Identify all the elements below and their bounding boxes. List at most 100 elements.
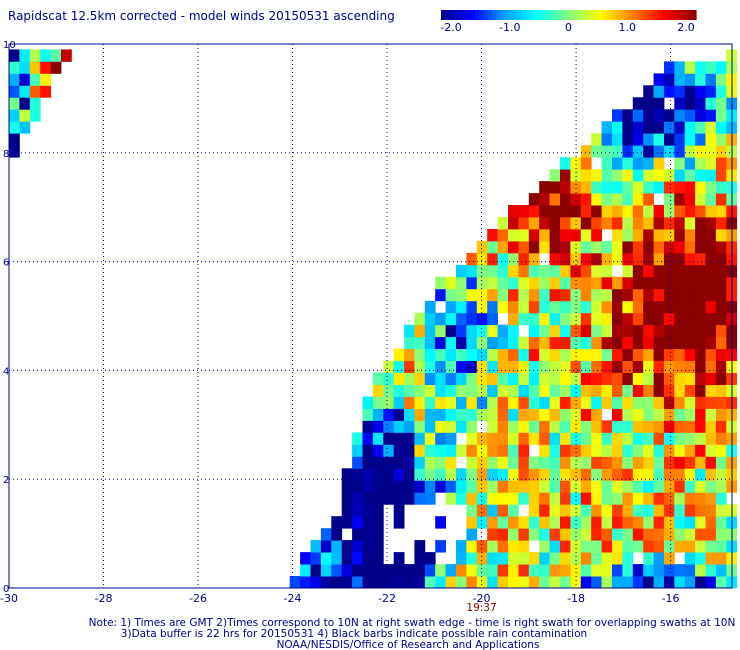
wind-difference-cell <box>404 396 415 409</box>
wind-difference-cell <box>435 360 446 373</box>
wind-difference-cell <box>674 240 686 254</box>
wind-difference-cell <box>684 252 696 266</box>
wind-difference-cell <box>705 348 717 361</box>
x-tick-label: -28 <box>95 592 113 605</box>
wind-difference-cell <box>497 468 509 481</box>
x-tick-label: -26 <box>189 592 207 605</box>
wind-difference-cell <box>362 456 374 469</box>
wind-difference-cell <box>435 444 446 457</box>
wind-difference-cell <box>414 360 426 373</box>
wind-difference-cell <box>352 504 363 517</box>
wind-difference-cell <box>643 432 654 445</box>
wind-difference-cell <box>591 372 602 385</box>
wind-difference-cell <box>653 372 665 385</box>
wind-difference-cell <box>320 564 332 577</box>
wind-difference-cell <box>508 432 519 445</box>
wind-difference-cell <box>591 300 602 314</box>
wind-difference-cell <box>383 420 395 433</box>
wind-difference-cell <box>684 217 696 230</box>
wind-difference-cell <box>591 564 602 577</box>
wind-difference-cell <box>383 492 395 505</box>
wind-difference-cell <box>560 276 571 290</box>
wind-difference-cell <box>664 528 675 541</box>
wind-difference-cell <box>632 169 644 182</box>
wind-difference-cell <box>695 276 706 290</box>
wind-difference-cell <box>674 312 686 326</box>
wind-difference-cell <box>591 312 602 326</box>
wind-difference-cell <box>653 324 665 338</box>
wind-difference-cell <box>487 408 498 421</box>
wind-difference-cell <box>632 360 644 373</box>
wind-difference-cell <box>570 312 582 326</box>
wind-difference-cell <box>560 348 571 361</box>
wind-difference-cell <box>674 396 686 409</box>
wind-difference-cell <box>674 300 686 314</box>
wind-difference-cell <box>331 576 343 589</box>
wind-difference-cell <box>487 516 498 529</box>
wind-difference-cell <box>612 133 623 146</box>
wind-difference-cell <box>684 169 696 182</box>
wind-difference-cell <box>643 121 654 134</box>
wind-difference-cell <box>705 516 717 529</box>
wind-difference-cell <box>560 157 571 170</box>
wind-difference-cell <box>50 61 62 74</box>
wind-difference-cell <box>695 384 706 397</box>
wind-difference-cell <box>695 300 706 314</box>
wind-difference-cell <box>497 360 509 373</box>
wind-difference-cell <box>622 348 634 361</box>
wind-difference-cell <box>476 480 488 493</box>
wind-difference-cell <box>435 408 446 421</box>
wind-difference-cell <box>664 193 675 206</box>
wind-difference-cell <box>300 576 311 589</box>
wind-difference-cell <box>487 492 498 505</box>
wind-difference-cell <box>643 252 654 266</box>
wind-difference-cell <box>435 336 446 350</box>
wind-difference-cell <box>695 468 706 481</box>
wind-difference-cell <box>435 456 446 469</box>
wind-difference-cell <box>372 420 384 433</box>
wind-difference-cell <box>549 312 561 326</box>
wind-difference-cell <box>674 169 686 182</box>
wind-difference-cell <box>539 564 550 577</box>
wind-difference-cell <box>497 229 509 242</box>
wind-difference-cell <box>643 528 654 541</box>
wind-difference-cell <box>560 312 571 326</box>
wind-difference-cell <box>653 133 665 146</box>
wind-difference-cell <box>664 456 675 469</box>
wind-difference-cell <box>508 336 519 350</box>
wind-difference-cell <box>643 456 654 469</box>
wind-difference-cell <box>705 372 717 385</box>
wind-difference-cell <box>632 384 644 397</box>
wind-difference-cell <box>466 528 478 541</box>
wind-difference-cell <box>674 181 686 194</box>
wind-difference-cell <box>622 288 634 302</box>
wind-difference-cell <box>466 336 478 350</box>
wind-difference-cell <box>362 552 374 565</box>
wind-difference-cell <box>497 408 509 421</box>
wind-difference-cell <box>508 504 519 517</box>
wind-difference-cell <box>476 276 488 290</box>
wind-difference-cell <box>695 432 706 445</box>
wind-difference-cell <box>560 396 571 409</box>
wind-difference-cell <box>570 564 582 577</box>
wind-difference-cell <box>539 300 550 314</box>
wind-difference-cell <box>684 540 696 553</box>
wind-difference-cell <box>19 109 31 122</box>
wind-difference-cell <box>508 528 519 541</box>
wind-difference-cell <box>570 217 582 230</box>
wind-difference-cell <box>591 552 602 565</box>
wind-difference-cell <box>445 312 457 326</box>
wind-difference-cell <box>539 181 550 194</box>
wind-difference-cell <box>632 456 644 469</box>
wind-difference-cell <box>456 492 467 505</box>
wind-difference-cell <box>570 528 582 541</box>
wind-difference-cell <box>674 576 686 589</box>
wind-difference-cell <box>653 504 665 517</box>
wind-difference-cell <box>684 121 696 134</box>
wind-difference-cell <box>580 336 592 350</box>
wind-difference-cell <box>612 169 623 182</box>
wind-difference-cell <box>591 384 602 397</box>
wind-difference-cell <box>435 480 446 493</box>
wind-difference-cell <box>549 324 561 338</box>
wind-difference-cell <box>393 420 405 433</box>
